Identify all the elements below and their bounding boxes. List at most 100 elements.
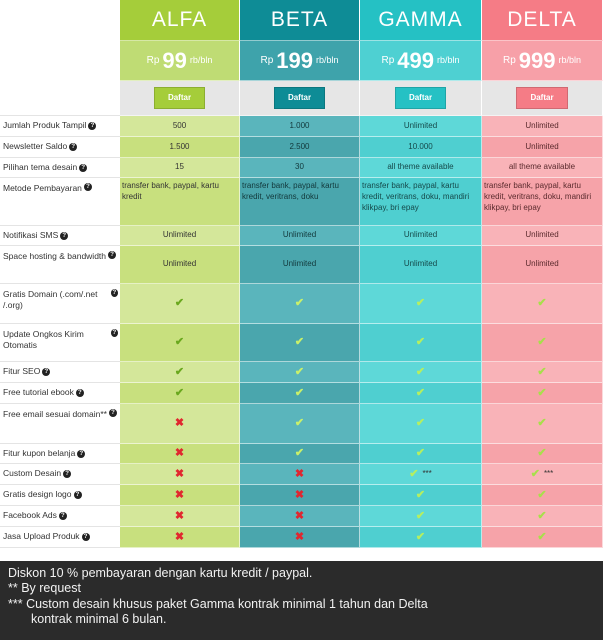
check-icon: ✔ <box>415 530 426 543</box>
footnote-marker: *** <box>543 468 554 478</box>
feature-value-delta: ✔ <box>482 506 603 527</box>
feature-value-gamma: ✔ <box>360 362 482 383</box>
feature-label-cell: Fitur SEO? <box>0 362 120 383</box>
check-icon: ✔ <box>415 297 426 310</box>
signup-row: Daftar Daftar Daftar Daftar <box>0 81 603 116</box>
feature-label: Free tutorial ebook <box>3 387 74 398</box>
check-icon: ✔ <box>537 336 547 349</box>
signup-cell-alfa: Daftar <box>120 81 240 116</box>
price-unit: rb/bln <box>316 55 339 66</box>
question-circle-icon[interactable]: ? <box>110 289 118 297</box>
feature-value-delta: Unlimited <box>482 137 603 158</box>
feature-label-cell: Facebook Ads? <box>0 506 120 527</box>
question-circle-icon[interactable]: ? <box>77 449 86 458</box>
daftar-button-delta[interactable]: Daftar <box>516 86 568 110</box>
feature-value-delta: ✔ <box>482 284 603 324</box>
feature-value-beta: ✔ <box>240 284 360 324</box>
price-currency: Rp <box>146 54 160 66</box>
feature-label-cell: Jumlah Produk Tampil? <box>0 116 120 137</box>
feature-value-text: Unlimited <box>403 120 438 130</box>
feature-row: Jumlah Produk Tampil? 500 1.000 Unlimited Un… <box>0 116 603 137</box>
check-icon: ✔ <box>537 386 547 399</box>
feature-value-gamma: ✔ <box>360 404 482 444</box>
question-circle-icon[interactable]: ? <box>42 368 51 376</box>
price-blank <box>0 41 120 81</box>
feature-value-text: 1.000 <box>289 120 310 130</box>
question-circle-icon[interactable]: ? <box>108 251 117 259</box>
feature-value-text: transfer bank, paypal, kartu kredit, ver… <box>484 181 592 212</box>
feature-value-alfa: ✖ <box>120 444 240 464</box>
feature-value-alfa: ✖ <box>120 485 240 506</box>
feature-value-text: Unlimited <box>282 230 317 240</box>
feature-value-beta: ✔ <box>240 444 360 464</box>
question-circle-icon[interactable]: ? <box>79 163 88 172</box>
feature-value-beta: 1.000 <box>240 116 360 137</box>
question-circle-icon[interactable]: ? <box>75 389 84 397</box>
question-circle-icon[interactable]: ? <box>60 231 69 240</box>
feature-row: Fitur SEO? ✔ ✔ ✔ ✔ <box>0 362 603 383</box>
cross-icon: ✖ <box>294 509 305 522</box>
feature-rows: Jumlah Produk Tampil? 500 1.000 Unlimited Un… <box>0 116 603 548</box>
price-alfa: Rp 99 rb/bln <box>120 41 240 81</box>
cross-icon: ✖ <box>294 467 305 480</box>
question-circle-icon[interactable]: ? <box>83 183 92 191</box>
feature-label: Newsletter Saldo <box>3 141 68 152</box>
feature-label-cell: Notifikasi SMS? <box>0 226 120 246</box>
feature-label-cell: Free tutorial ebook? <box>0 383 120 404</box>
feature-row: Facebook Ads? ✖ ✖ ✔ ✔ <box>0 506 603 527</box>
feature-value-text: transfer bank, paypal, kartu kredit, ver… <box>362 181 470 212</box>
feature-row: Pilihan tema desain? 15 30 all theme availa… <box>0 158 603 178</box>
pricing-table: ALFA BETA GAMMA DELTA Rp 99 rb/bln Rp 19… <box>0 0 603 548</box>
question-circle-icon[interactable]: ? <box>88 122 97 130</box>
feature-value-gamma: ✔ <box>360 527 482 548</box>
check-icon: ✔ <box>537 365 547 378</box>
question-circle-icon[interactable]: ? <box>81 533 90 541</box>
feature-value-delta: ✔ *** <box>482 464 603 485</box>
feature-label: Gratis Domain (.com/.net /.org) <box>3 289 98 311</box>
cross-icon: ✖ <box>174 509 185 522</box>
feature-value-gamma: ✔ *** <box>360 464 482 485</box>
daftar-button-gamma[interactable]: Daftar <box>394 86 447 110</box>
feature-row: Space hosting & bandwidth? Unlimited Unlim… <box>0 246 603 284</box>
price-value: 99 <box>162 47 187 73</box>
daftar-button-alfa[interactable]: Daftar <box>153 86 206 110</box>
feature-label-cell: Jasa Upload Produk? <box>0 527 120 548</box>
feature-value-alfa: ✔ <box>120 284 240 324</box>
feature-value-alfa: transfer bank, paypal, kartu kredit <box>120 178 240 226</box>
question-circle-icon[interactable]: ? <box>63 470 72 478</box>
feature-label-cell: Newsletter Saldo? <box>0 137 120 158</box>
footer-discount-note: Diskon 10 % pembayaran dengan kartu kred… <box>8 566 313 580</box>
check-icon: ✔ <box>537 488 547 501</box>
feature-value-gamma: all theme available <box>360 158 482 178</box>
question-circle-icon[interactable]: ? <box>58 512 67 520</box>
question-circle-icon[interactable]: ? <box>108 409 117 417</box>
check-icon: ✔ <box>409 467 419 480</box>
feature-label-cell: Metode Pembayaran? <box>0 178 120 226</box>
feature-value-gamma: ✔ <box>360 506 482 527</box>
question-circle-icon[interactable]: ? <box>69 143 78 151</box>
feature-label: Notifikasi SMS <box>3 229 59 240</box>
feature-value-delta: ✔ <box>482 444 603 464</box>
cross-icon: ✖ <box>174 467 185 480</box>
feature-value-alfa: ✖ <box>120 506 240 527</box>
daftar-button-beta[interactable]: Daftar <box>273 86 326 110</box>
feature-row: Metode Pembayaran? transfer bank, paypal,… <box>0 178 603 226</box>
feature-label: Free email sesuai domain** <box>3 409 107 419</box>
feature-value-delta: ✔ <box>482 485 603 506</box>
feature-label-cell: Update Ongkos Kirim Otomatis? <box>0 324 120 362</box>
check-icon: ✔ <box>294 336 305 349</box>
feature-label: Pilihan tema desain <box>3 161 78 172</box>
check-icon: ✔ <box>537 530 547 543</box>
footnote-marker: *** <box>422 468 432 478</box>
feature-label: Jumlah Produk Tampil <box>3 120 87 131</box>
question-circle-icon[interactable]: ? <box>73 491 82 499</box>
feature-value-alfa: ✖ <box>120 527 240 548</box>
footer-custom-design-note-cont: kontrak minimal 6 bulan. <box>31 611 167 626</box>
feature-value-delta: transfer bank, paypal, kartu kredit, ver… <box>482 178 603 226</box>
feature-value-text: all theme available <box>508 162 576 172</box>
feature-value-alfa: 1.500 <box>120 137 240 158</box>
check-icon: ✔ <box>415 365 426 378</box>
question-circle-icon[interactable]: ? <box>110 329 118 337</box>
plan-name-delta: DELTA <box>482 0 603 41</box>
check-icon: ✔ <box>294 297 305 310</box>
